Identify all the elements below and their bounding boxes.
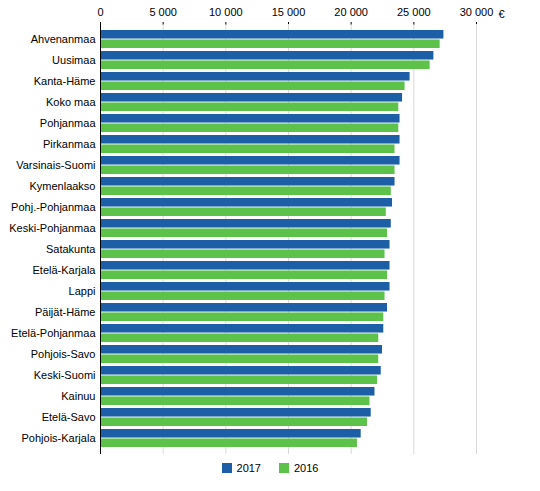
- svg-text:Etelä-Karjala: Etelä-Karjala: [33, 264, 97, 276]
- svg-text:Pohjois-Savo: Pohjois-Savo: [31, 348, 96, 360]
- svg-text:30 000: 30 000: [460, 6, 494, 18]
- svg-text:Etelä-Savo: Etelä-Savo: [42, 411, 96, 423]
- svg-text:Etelä-Pohjanmaa: Etelä-Pohjanmaa: [11, 327, 96, 339]
- svg-text:Pirkanmaa: Pirkanmaa: [43, 138, 96, 150]
- svg-text:Pohjois-Karjala: Pohjois-Karjala: [22, 432, 97, 444]
- svg-text:10 000: 10 000: [209, 6, 243, 18]
- svg-text:Pohj.-Pohjanmaa: Pohj.-Pohjanmaa: [11, 201, 96, 213]
- svg-text:Kainuu: Kainuu: [61, 390, 95, 402]
- html-text:2017: 2017: [236, 462, 261, 474]
- svg-text:0: 0: [97, 6, 103, 18]
- svg-text:Satakunta: Satakunta: [46, 243, 96, 255]
- svg-text:15 000: 15 000: [272, 6, 306, 18]
- svg-text:Varsinais-Suomi: Varsinais-Suomi: [16, 159, 95, 171]
- svg-text:Pohjanmaa: Pohjanmaa: [40, 117, 97, 129]
- svg-text:20 000: 20 000: [334, 6, 368, 18]
- svg-text:Lappi: Lappi: [69, 285, 96, 297]
- svg-text:Ahvenanmaa: Ahvenanmaa: [31, 33, 97, 45]
- svg-text:Keski-Suomi: Keski-Suomi: [34, 369, 96, 381]
- svg-text:Kanta-Häme: Kanta-Häme: [34, 75, 96, 87]
- svg-text:25 000: 25 000: [397, 6, 431, 18]
- svg-text:Uusimaa: Uusimaa: [52, 54, 96, 66]
- svg-text:Päijät-Häme: Päijät-Häme: [35, 306, 96, 318]
- html-text:2016: 2016: [294, 462, 319, 474]
- svg-text:Keski-Pohjanmaa: Keski-Pohjanmaa: [9, 222, 96, 234]
- svg-text:€: €: [499, 8, 505, 20]
- svg-text:Kymenlaakso: Kymenlaakso: [29, 180, 95, 192]
- svg-text:Koko maa: Koko maa: [46, 96, 96, 108]
- svg-text:5 000: 5 000: [149, 6, 177, 18]
